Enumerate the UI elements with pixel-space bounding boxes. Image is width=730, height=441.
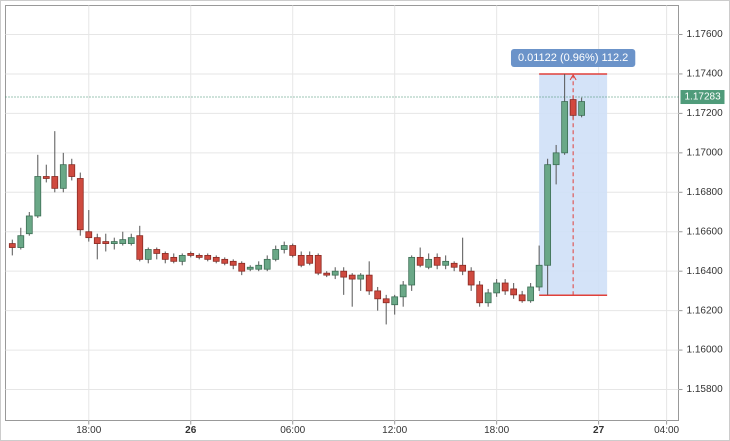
candle-body [272,249,280,260]
candle-body [178,255,186,262]
x-tick-label: 12:00 [382,425,407,436]
candle-body [493,282,501,294]
candle-body [127,237,135,244]
y-tick-label: 1.15800 [687,384,724,395]
candle-body [476,284,484,304]
y-tick-label: 1.17600 [687,29,724,40]
x-tick-label: 06:00 [280,425,305,436]
candle-body [51,176,59,189]
candle-body [323,272,331,276]
candle-body [365,274,373,292]
candle-body [552,152,560,166]
candle-body [25,215,33,235]
candle-body [280,245,288,250]
candle-body [8,243,16,248]
candle-body [340,270,348,278]
y-tick-label: 1.16800 [687,187,724,198]
candle-body [238,262,246,272]
candle-body [442,260,450,266]
candle-body [357,274,365,280]
candle-body [59,164,67,189]
y-tick-label: 1.17000 [687,147,724,158]
candle-body [119,239,127,244]
candle-body [382,298,390,304]
x-tick-label: 18:00 [76,425,101,436]
candle-body [144,249,152,260]
last-price-label: 1.17283 [685,92,722,103]
candle-body [416,256,424,266]
candle-body [467,270,475,286]
candle-body [102,241,110,244]
candle-body [17,235,25,248]
candle-body [136,235,144,260]
last-price-tag [680,90,725,105]
candle-body [433,256,441,266]
candle-body [306,255,314,264]
candle-body [195,255,203,258]
candle-body [229,260,237,266]
candle-body [314,255,322,274]
candle-body [399,284,407,298]
candle-body [187,253,195,256]
candle-body [544,164,552,266]
candle-body [42,176,50,179]
candle-body [510,288,518,296]
candle-body [170,256,178,262]
candle-body [374,290,382,300]
candle-body [391,296,399,306]
candle-body [85,231,93,239]
candle-body [153,249,161,254]
candle-body [255,264,263,270]
candle-body [110,241,118,244]
y-tick-label: 1.17200 [687,108,724,119]
candle-body [246,266,254,270]
candle-body [161,253,169,260]
candle-body [297,255,305,266]
candle-body [289,245,297,256]
y-tick-label: 1.16200 [687,305,724,316]
candle-body [93,237,101,244]
x-tick-label: 27 [593,425,605,436]
candle-body [425,258,433,268]
candle-body [450,262,458,268]
candle-body [34,176,42,217]
candle-body [578,101,586,116]
candle-body [518,294,526,302]
candle-body [68,164,76,177]
measure-arrowhead [569,73,577,81]
x-tick-label: 18:00 [484,425,509,436]
candle-body [331,270,339,276]
candle-body [408,256,416,286]
candle-body [76,178,84,231]
candle-body [569,99,577,116]
y-tick-label: 1.17400 [687,69,724,80]
measure-label: 0.01122 (0.96%) 112.2 [518,52,628,64]
candle-body [221,258,229,264]
y-tick-label: 1.16600 [687,226,724,237]
candle-body [535,264,543,288]
candle-body [459,264,467,272]
measure-label-box [510,48,636,67]
candle-body [204,255,212,260]
candle-body [348,274,356,280]
candle-body [501,282,509,292]
x-tick-label: 26 [185,425,197,436]
candle-body [212,256,220,262]
candle-body [263,258,271,270]
y-tick-label: 1.16000 [687,345,724,356]
y-tick-label: 1.16400 [687,266,724,277]
candle-body [561,101,569,154]
candle-body [527,286,535,302]
x-tick-label: 04:00 [654,425,679,436]
candle-body [484,292,492,304]
